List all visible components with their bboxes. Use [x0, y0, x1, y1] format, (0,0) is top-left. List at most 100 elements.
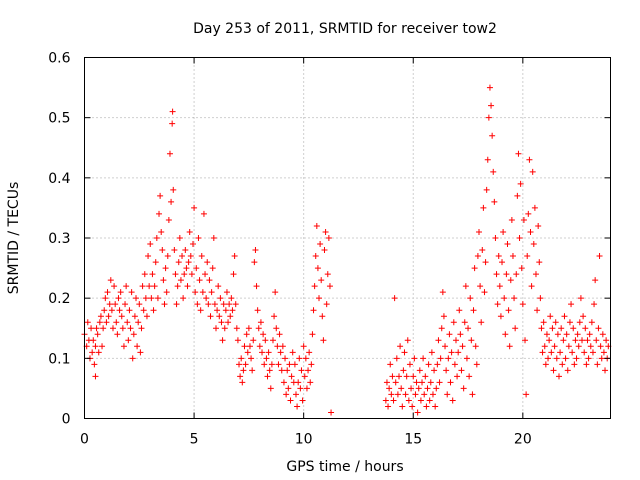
data-point: [105, 313, 112, 320]
data-point: [307, 379, 314, 386]
data-point: [466, 373, 473, 380]
data-point: [137, 349, 144, 356]
data-point: [456, 307, 463, 314]
data-point: [410, 373, 417, 380]
data-point: [462, 283, 469, 290]
data-point: [411, 355, 418, 362]
data-point: [282, 355, 289, 362]
data-point: [296, 355, 303, 362]
data-point: [228, 295, 235, 302]
data-point: [451, 361, 458, 368]
data-point: [326, 283, 333, 290]
data-point: [135, 319, 142, 326]
x-tick-label: 15: [404, 432, 422, 448]
data-point: [175, 259, 182, 266]
data-point: [141, 271, 148, 278]
data-point: [568, 301, 575, 308]
data-point: [386, 385, 393, 392]
data-point: [391, 295, 398, 302]
data-point: [436, 379, 443, 386]
data-point: [495, 253, 502, 260]
data-point: [585, 355, 592, 362]
data-point: [417, 397, 424, 404]
data-point: [565, 343, 572, 350]
data-point: [200, 210, 207, 217]
data-point: [490, 168, 497, 175]
data-point: [108, 307, 115, 314]
data-point: [234, 337, 241, 344]
data-point: [472, 343, 479, 350]
data-point: [136, 301, 143, 308]
data-point: [598, 355, 605, 362]
data-point: [559, 361, 566, 368]
data-point: [506, 343, 513, 350]
data-point: [479, 247, 486, 254]
data-point: [138, 325, 145, 332]
data-point: [398, 385, 405, 392]
data-point: [154, 295, 161, 302]
data-point: [445, 355, 452, 362]
data-point: [507, 277, 514, 284]
data-point: [109, 325, 116, 332]
data-point: [251, 259, 258, 266]
data-point: [509, 253, 516, 260]
data-point: [122, 301, 129, 308]
data-point: [285, 385, 292, 392]
data-point: [580, 313, 587, 320]
data-point: [305, 367, 312, 374]
data-point: [518, 265, 525, 272]
data-point: [246, 343, 253, 350]
data-point: [393, 355, 400, 362]
data-point: [159, 247, 166, 254]
data-point: [313, 222, 320, 229]
data-point: [205, 301, 212, 308]
data-point: [226, 301, 233, 308]
data-point: [582, 325, 589, 332]
data-point: [219, 337, 226, 344]
data-point: [157, 192, 164, 199]
data-point: [112, 301, 119, 308]
data-point: [484, 156, 491, 163]
data-points: [81, 84, 612, 416]
data-point: [197, 307, 204, 314]
data-point: [286, 361, 293, 368]
data-point: [162, 265, 169, 272]
data-point: [528, 283, 535, 290]
data-point: [280, 379, 287, 386]
data-point: [446, 331, 453, 338]
data-point: [573, 355, 580, 362]
data-point: [431, 367, 438, 374]
data-point: [449, 397, 456, 404]
data-point: [90, 337, 97, 344]
data-point: [531, 204, 538, 211]
data-point: [316, 295, 323, 302]
data-point: [183, 265, 190, 272]
data-point: [252, 247, 259, 254]
data-point: [480, 204, 487, 211]
data-point: [275, 361, 282, 368]
data-point: [416, 367, 423, 374]
data-point: [311, 283, 318, 290]
data-point: [114, 331, 121, 338]
data-point: [485, 114, 492, 121]
data-point: [120, 343, 127, 350]
data-point: [256, 343, 263, 350]
data-point: [508, 216, 515, 223]
data-point: [161, 301, 168, 308]
data-point: [323, 301, 330, 308]
data-point: [163, 289, 170, 296]
data-point: [463, 355, 470, 362]
data-point: [230, 271, 237, 278]
data-point: [191, 204, 198, 211]
data-point: [263, 355, 270, 362]
data-point: [465, 325, 472, 332]
data-point: [149, 271, 156, 278]
data-point: [402, 391, 409, 398]
data-point: [526, 156, 533, 163]
data-point: [100, 325, 107, 332]
data-point: [419, 379, 426, 386]
data-point: [253, 283, 260, 290]
data-point: [581, 349, 588, 356]
data-point: [461, 319, 468, 326]
y-tick-label: 0.5: [48, 111, 70, 127]
